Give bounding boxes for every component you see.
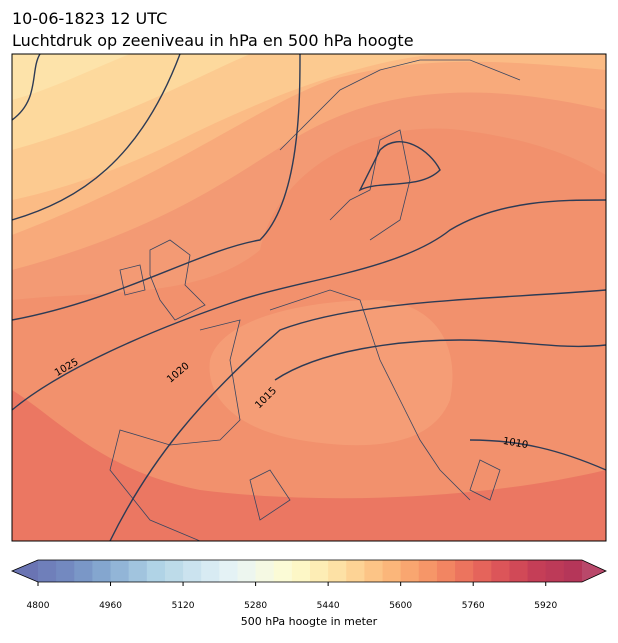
colorbar-outline bbox=[10, 559, 607, 583]
isobar bbox=[12, 54, 181, 221]
band bbox=[209, 300, 453, 446]
colorbar-segment bbox=[92, 560, 112, 582]
isobar bbox=[109, 289, 606, 541]
colorbar-segment bbox=[382, 560, 402, 582]
colorbar-segment bbox=[545, 560, 565, 582]
isobar bbox=[469, 439, 606, 471]
colorbar-tick-label: 5280 bbox=[244, 601, 267, 611]
colorbar-segment bbox=[201, 560, 220, 582]
colorbar-segment bbox=[436, 560, 456, 582]
colorbar-segment bbox=[110, 560, 130, 582]
colorbar-segment bbox=[146, 560, 166, 582]
colorbar-tick-label: 5120 bbox=[172, 601, 195, 611]
colorbar-segment bbox=[346, 560, 365, 582]
subtitle: Luchtdruk op zeeniveau in hPa en 500 hPa… bbox=[12, 31, 414, 50]
isobar bbox=[274, 339, 606, 381]
colorbar-segment bbox=[509, 560, 529, 582]
colorbar-segment bbox=[237, 560, 257, 582]
colorbar-segment bbox=[255, 560, 275, 582]
title: 10-06-1823 12 UTC bbox=[12, 9, 167, 28]
isobar bbox=[12, 54, 301, 321]
colorbar-tick-label: 5600 bbox=[389, 601, 412, 611]
isobar bbox=[358, 141, 441, 192]
colorbar-segment bbox=[563, 560, 583, 582]
colorbar-segment bbox=[219, 560, 238, 582]
map: 1025 1020 1015 1010 bbox=[11, 53, 607, 542]
colorbar-segment bbox=[56, 560, 75, 582]
colorbar: 4800 4960 5120 5280 5440 5600 5760 5920 bbox=[10, 559, 607, 611]
colorbar-segment bbox=[310, 560, 329, 582]
isobar bbox=[12, 54, 41, 121]
colorbar-label: 500 hPa hoogte in meter bbox=[241, 615, 378, 628]
colorbar-extend-high bbox=[582, 560, 606, 582]
colorbar-segment bbox=[328, 560, 347, 582]
colorbar-tick-label: 5440 bbox=[317, 601, 340, 611]
colorbar-extend-low bbox=[12, 560, 38, 582]
colorbar-segment bbox=[291, 560, 311, 582]
coastline bbox=[109, 59, 521, 541]
colorbar-segment bbox=[455, 560, 474, 582]
contour-label: 1010 bbox=[502, 436, 529, 451]
colorbar-segment bbox=[74, 560, 93, 582]
colorbar-segment bbox=[400, 560, 420, 582]
colorbar-segment bbox=[491, 560, 510, 582]
colorbar-tick-label: 5760 bbox=[462, 601, 485, 611]
colorbar-segment bbox=[418, 560, 438, 582]
isobar bbox=[12, 199, 606, 411]
colorbar-segment bbox=[183, 560, 202, 582]
band bbox=[12, 390, 606, 541]
colorbar-segment bbox=[164, 560, 184, 582]
colorbar-tick-label: 4960 bbox=[99, 601, 122, 611]
colorbar-tick-label: 4800 bbox=[27, 601, 50, 611]
map-frame bbox=[11, 53, 607, 542]
band bbox=[12, 54, 130, 100]
colorbar-segment bbox=[527, 560, 547, 582]
colorbar-segment bbox=[273, 560, 293, 582]
colorbar-segment bbox=[364, 560, 384, 582]
colorbar-segment bbox=[473, 560, 492, 582]
colorbar-tick-label: 5920 bbox=[534, 601, 557, 611]
colorbar-segment bbox=[38, 560, 57, 582]
colorbar-segment bbox=[128, 560, 148, 582]
